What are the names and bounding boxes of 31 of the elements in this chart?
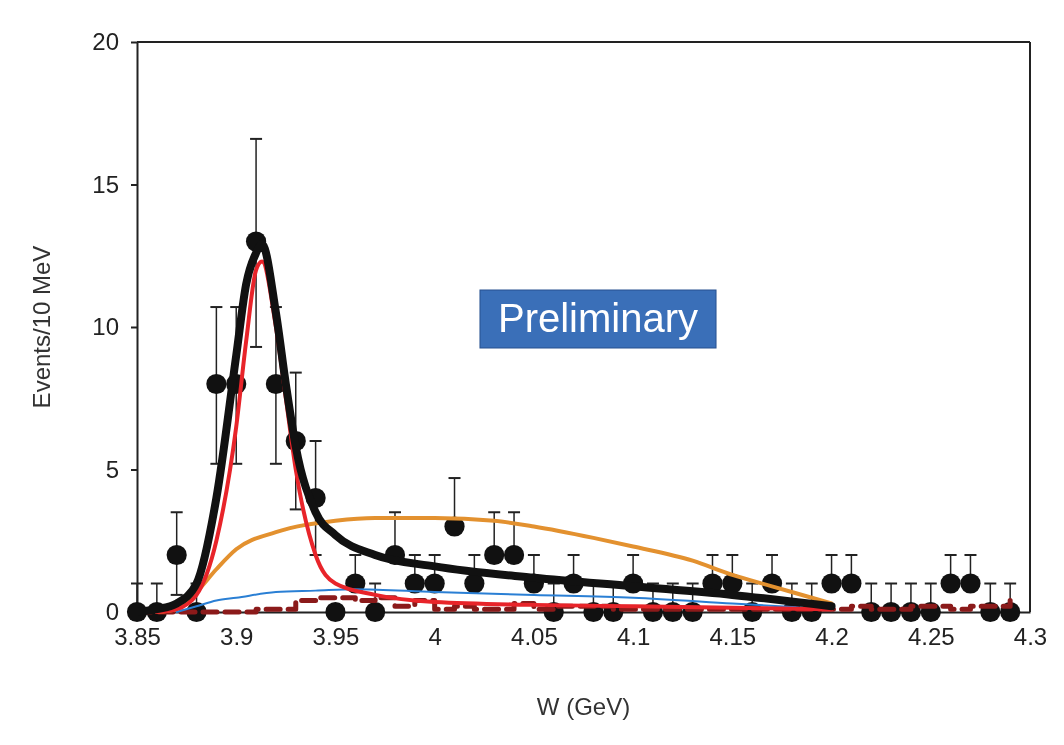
x-tick-label: 4.25 [907,623,955,651]
y-tick-label: 5 [105,455,119,483]
point [841,573,862,594]
x-tick-label: 4.2 [815,623,849,651]
point [960,573,981,594]
point [821,573,842,594]
y-tick-label: 0 [105,598,119,626]
x-tick-label: 4.1 [616,623,651,651]
point [206,373,227,395]
x-tick-label: 3.9 [220,623,254,651]
x-tick-label: 4 [428,623,442,651]
point [166,544,187,566]
point [365,601,386,623]
annotation: Preliminary [497,296,699,340]
y-tick-label: 10 [92,313,119,341]
x-tick-label: 3.85 [114,623,161,651]
point [325,601,346,623]
x-tick-label: 4.15 [709,623,757,651]
y-tick-label: 15 [92,170,119,198]
x-tick-label: 4.05 [511,623,558,651]
x-tick-label: 3.95 [312,623,360,651]
y-tick-label: 20 [92,28,119,56]
point [424,573,445,594]
point [404,573,425,594]
point [464,573,485,594]
x-axis-title: W (GeV) [536,693,631,720]
point [940,573,961,594]
point [503,544,525,566]
y-axis-title: Events/10 MeV [28,245,55,409]
x-tick-label: 4.3 [1013,623,1048,651]
point [484,544,505,566]
